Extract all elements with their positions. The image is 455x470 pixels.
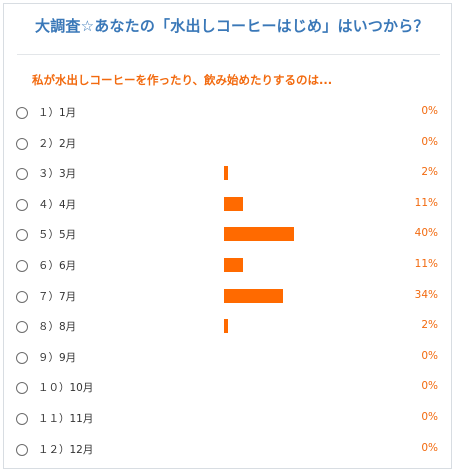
option-label: ３）3月 xyxy=(38,168,77,181)
option-percent: 34% xyxy=(414,288,438,301)
option-label: ４）4月 xyxy=(38,198,77,211)
radio-button[interactable] xyxy=(16,443,28,456)
radio-button[interactable] xyxy=(16,229,28,242)
result-bar-track xyxy=(224,258,394,272)
radio-button[interactable] xyxy=(16,168,28,181)
option-percent: 0% xyxy=(421,441,438,454)
radio-button[interactable] xyxy=(16,382,28,395)
option-percent: 2% xyxy=(421,319,438,332)
result-bar xyxy=(224,196,244,211)
result-bar-track xyxy=(224,196,394,211)
title-divider xyxy=(17,54,440,55)
option-percent: 0% xyxy=(421,135,438,148)
poll-option-8[interactable]: ８）8月 2% xyxy=(0,312,455,342)
option-label: ８）8月 xyxy=(38,321,77,334)
radio-button[interactable] xyxy=(16,260,28,272)
radio-button[interactable] xyxy=(16,321,28,334)
option-label: ７）7月 xyxy=(38,290,77,303)
option-label: ２）2月 xyxy=(38,137,77,150)
result-bar-track xyxy=(224,411,394,425)
option-label: １１）11月 xyxy=(38,413,94,425)
poll-question: 私が水出しコーヒーを作ったり、飲み始めたりするのは... xyxy=(32,73,333,87)
result-bar-track xyxy=(224,380,394,394)
poll-option-5[interactable]: ５）5月 40% xyxy=(0,220,455,250)
option-percent: 40% xyxy=(414,227,438,240)
poll-option-7[interactable]: ７）7月 34% xyxy=(0,282,455,312)
poll-option-3[interactable]: ３）3月 2% xyxy=(0,159,455,189)
option-percent: 2% xyxy=(421,166,438,179)
option-label: ５）5月 xyxy=(38,229,77,242)
result-bar-track xyxy=(224,350,394,364)
poll-option-2[interactable]: ２）2月 0% xyxy=(0,129,455,159)
result-bar xyxy=(224,258,244,272)
result-bar xyxy=(224,227,294,242)
radio-button[interactable] xyxy=(16,413,28,425)
poll-option-6[interactable]: ６）6月 11% xyxy=(0,251,455,281)
result-bar xyxy=(224,319,228,334)
poll-title: 大調査☆あなたの「水出しコーヒーはじめ」はいつから？ xyxy=(35,17,429,35)
option-label: １０）10月 xyxy=(38,382,94,395)
option-label: ９）9月 xyxy=(38,351,77,364)
radio-button[interactable] xyxy=(16,107,28,119)
poll-option-12[interactable]: １２）12月 0% xyxy=(0,435,455,465)
option-label: １２）12月 xyxy=(38,443,94,456)
option-percent: 0% xyxy=(421,411,438,423)
option-percent: 0% xyxy=(421,105,438,117)
option-percent: 0% xyxy=(421,380,438,393)
result-bar-track xyxy=(224,442,394,456)
radio-button[interactable] xyxy=(16,137,28,150)
option-percent: 11% xyxy=(414,196,438,209)
poll-option-1[interactable]: １）1月 0% xyxy=(0,98,455,128)
poll-option-11[interactable]: １１）11月 0% xyxy=(0,404,455,434)
option-percent: 0% xyxy=(421,349,438,362)
result-bar-track xyxy=(224,136,394,150)
radio-button[interactable] xyxy=(16,351,28,364)
option-percent: 11% xyxy=(414,258,438,270)
result-bar-track xyxy=(224,166,394,181)
radio-button[interactable] xyxy=(16,290,28,303)
poll-option-9[interactable]: ９）9月 0% xyxy=(0,343,455,373)
option-label: １）1月 xyxy=(38,107,77,119)
result-bar xyxy=(224,166,228,181)
radio-button[interactable] xyxy=(16,198,28,211)
option-label: ６）6月 xyxy=(38,260,77,272)
result-bar-track xyxy=(224,227,394,242)
result-bar-track xyxy=(224,319,394,334)
result-bar-track xyxy=(224,105,394,119)
poll-option-4[interactable]: ４）4月 11% xyxy=(0,190,455,220)
poll-option-10[interactable]: １０）10月 0% xyxy=(0,373,455,403)
result-bar-track xyxy=(224,288,394,303)
result-bar xyxy=(224,288,284,303)
